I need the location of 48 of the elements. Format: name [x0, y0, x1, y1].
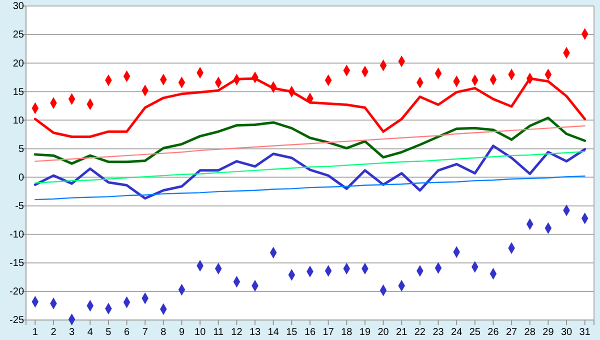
y-tick-label: -20 [10, 286, 24, 298]
x-tick-label: 9 [178, 327, 185, 338]
line-series [34, 125, 586, 162]
x-tick-label: 11 [213, 327, 224, 338]
x-tick-label: 4 [87, 327, 94, 338]
x-tick-label: 12 [231, 327, 243, 338]
x-tick-label: 17 [322, 327, 334, 338]
y-tick-label: 20 [12, 58, 24, 70]
x-tick-label: 30 [560, 327, 573, 338]
y-tick-label: 10 [12, 115, 24, 126]
x-tick-label: 8 [160, 327, 167, 338]
y-tick-label: 0 [18, 172, 24, 184]
line-series [34, 150, 586, 184]
y-tick-label: -25 [10, 315, 24, 326]
x-tick-label: 3 [69, 327, 76, 338]
x-tick-label: 31 [579, 327, 591, 338]
x-tick-label: 20 [378, 327, 390, 338]
y-tick-label: -10 [10, 230, 24, 241]
x-tick-label: 27 [506, 327, 518, 338]
x-tick-label: 21 [396, 327, 408, 338]
line-series [34, 116, 586, 165]
y-tick-label: 25 [12, 30, 24, 41]
x-tick-label: 25 [469, 327, 481, 338]
x-tick-label: 2 [50, 327, 57, 338]
x-tick-label: 26 [488, 327, 500, 338]
x-tick-label: 23 [432, 327, 444, 338]
x-tick-label: 28 [524, 327, 536, 338]
y-tick-label: 5 [18, 144, 24, 155]
x-tick-label: 13 [249, 327, 262, 338]
line-series [34, 176, 586, 200]
x-tick-label: 16 [304, 327, 316, 338]
y-tick-label: 30 [12, 1, 24, 12]
x-tick-label: 15 [286, 327, 298, 338]
x-tick-label: 14 [268, 327, 280, 338]
x-tick-label: 22 [414, 327, 426, 338]
y-tick-label: -15 [10, 258, 24, 270]
x-tick-label: 7 [142, 327, 148, 338]
x-tick-label: 1 [32, 327, 38, 338]
x-tick-label: 18 [341, 327, 353, 338]
x-tick-label: 5 [106, 327, 112, 338]
line-series [34, 144, 586, 200]
x-tick-label: 24 [451, 327, 463, 338]
x-tick-label: 10 [194, 327, 206, 338]
y-tick-label: 15 [12, 86, 24, 98]
y-tick-label: -5 [15, 201, 24, 212]
x-tick-label: 29 [542, 327, 554, 338]
x-tick-label: 19 [359, 327, 371, 338]
x-tick-label: 6 [124, 327, 130, 338]
